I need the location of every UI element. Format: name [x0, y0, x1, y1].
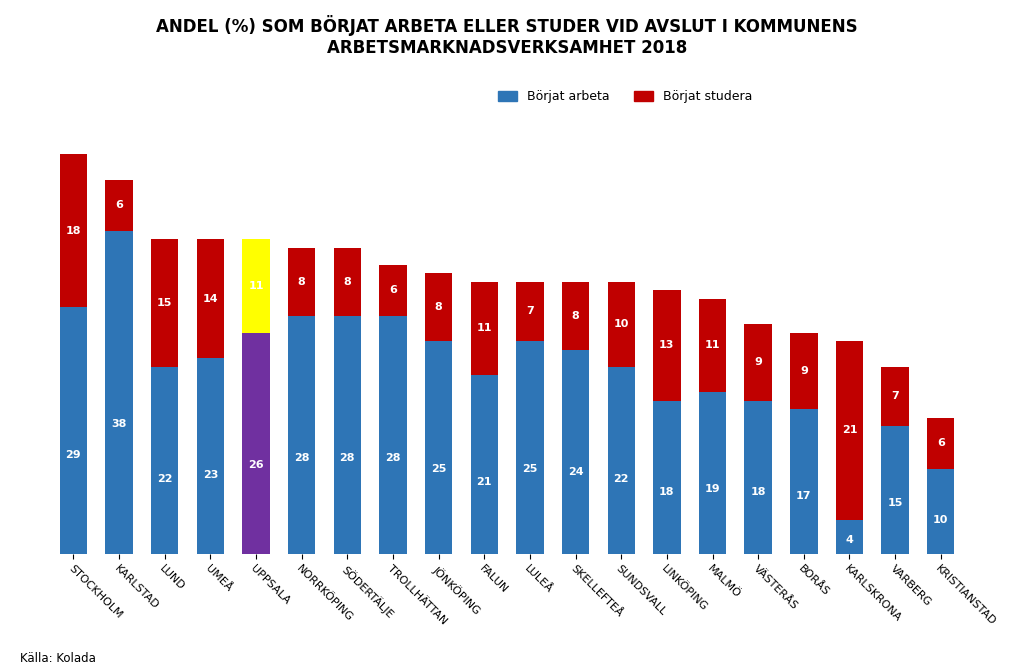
- Bar: [607, 367, 635, 553]
- Bar: [653, 401, 681, 553]
- Bar: [197, 240, 224, 358]
- Text: 21: 21: [476, 477, 492, 487]
- Title: ANDEL (%) SOM BÖRJAT ARBETA ELLER STUDER VID AVSLUT I KOMMUNENS
ARBETSMARKNADSVE: ANDEL (%) SOM BÖRJAT ARBETA ELLER STUDER…: [157, 15, 858, 57]
- Text: 10: 10: [613, 319, 629, 329]
- Text: 10: 10: [933, 514, 948, 524]
- Bar: [882, 367, 909, 426]
- Text: Källa: Kolada: Källa: Kolada: [20, 652, 96, 665]
- Text: 8: 8: [343, 277, 351, 287]
- Text: 8: 8: [571, 310, 580, 320]
- Bar: [151, 240, 178, 367]
- Text: 21: 21: [842, 425, 857, 436]
- Text: 11: 11: [705, 341, 720, 351]
- Bar: [288, 316, 315, 553]
- Bar: [425, 273, 453, 341]
- Bar: [791, 332, 817, 409]
- Text: 15: 15: [888, 498, 903, 508]
- Bar: [379, 316, 407, 553]
- Text: 8: 8: [435, 302, 442, 312]
- Text: 8: 8: [298, 277, 305, 287]
- Text: 17: 17: [796, 491, 812, 501]
- Bar: [379, 265, 407, 316]
- Legend: Börjat arbeta, Börjat studera: Börjat arbeta, Börjat studera: [493, 86, 758, 108]
- Text: 23: 23: [203, 470, 218, 480]
- Bar: [334, 248, 361, 316]
- Text: 26: 26: [248, 460, 264, 470]
- Bar: [744, 401, 772, 553]
- Text: 19: 19: [705, 484, 720, 494]
- Text: 28: 28: [340, 454, 355, 464]
- Text: 11: 11: [476, 324, 492, 333]
- Text: 14: 14: [203, 294, 218, 304]
- Text: 6: 6: [115, 200, 123, 210]
- Bar: [744, 324, 772, 401]
- Bar: [243, 240, 269, 332]
- Text: 22: 22: [613, 474, 629, 484]
- Text: 9: 9: [755, 357, 762, 367]
- Bar: [334, 316, 361, 553]
- Bar: [59, 155, 87, 307]
- Bar: [882, 426, 909, 553]
- Bar: [927, 417, 954, 468]
- Bar: [698, 299, 726, 392]
- Text: 28: 28: [294, 454, 309, 464]
- Text: 9: 9: [800, 366, 808, 376]
- Bar: [927, 468, 954, 553]
- Text: 7: 7: [891, 391, 899, 401]
- Text: 13: 13: [659, 341, 675, 351]
- Text: 28: 28: [385, 454, 400, 464]
- Bar: [151, 367, 178, 553]
- Bar: [243, 332, 269, 553]
- Text: 25: 25: [522, 464, 538, 474]
- Bar: [562, 282, 589, 350]
- Text: 15: 15: [157, 298, 172, 308]
- Bar: [197, 358, 224, 553]
- Text: 25: 25: [431, 464, 446, 474]
- Bar: [836, 520, 863, 553]
- Bar: [516, 282, 544, 341]
- Bar: [698, 392, 726, 553]
- Text: 18: 18: [659, 488, 675, 497]
- Bar: [59, 307, 87, 553]
- Text: 29: 29: [66, 450, 81, 460]
- Bar: [516, 341, 544, 553]
- Text: 18: 18: [66, 226, 81, 235]
- Text: 24: 24: [567, 467, 584, 477]
- Text: 6: 6: [937, 438, 945, 448]
- Bar: [425, 341, 453, 553]
- Bar: [471, 282, 498, 375]
- Text: 6: 6: [389, 285, 397, 295]
- Text: 11: 11: [248, 281, 264, 291]
- Text: 38: 38: [112, 419, 127, 429]
- Bar: [836, 341, 863, 520]
- Bar: [105, 231, 133, 553]
- Bar: [288, 248, 315, 316]
- Text: 7: 7: [526, 306, 534, 316]
- Bar: [562, 350, 589, 553]
- Text: 4: 4: [846, 535, 853, 545]
- Bar: [105, 180, 133, 231]
- Bar: [791, 409, 817, 553]
- Text: 22: 22: [157, 474, 172, 484]
- Bar: [471, 375, 498, 553]
- Bar: [653, 290, 681, 401]
- Text: 18: 18: [751, 488, 766, 497]
- Bar: [607, 282, 635, 367]
